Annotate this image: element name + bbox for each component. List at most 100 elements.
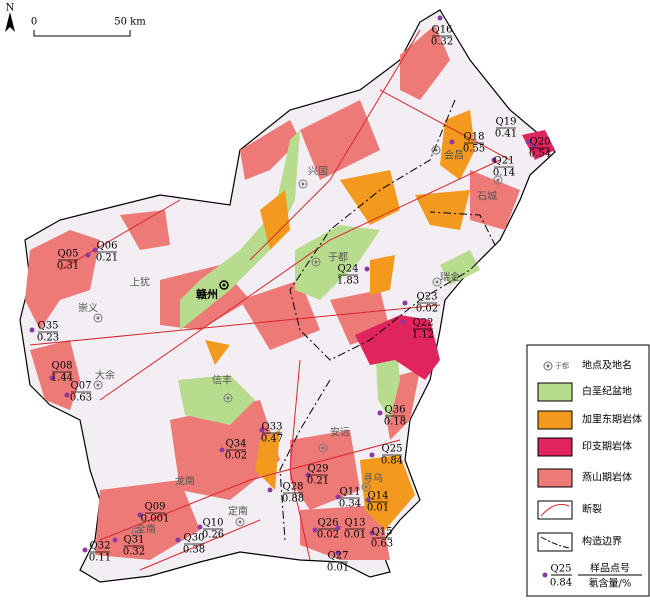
sample-id: Q35 [38,321,59,332]
sample-point [82,547,88,553]
sample-id: Q26 [318,518,339,529]
place-marker [314,260,318,264]
place-name: 于都 [328,252,348,264]
granite [255,430,280,490]
place-name: 会昌 [444,149,464,162]
fault [289,359,311,561]
sample-value: 0.18 [384,417,406,428]
sample-id: Q23 [417,292,438,303]
sample-point [219,447,225,453]
sample-value: 1.12 [412,330,434,341]
city-marker [219,280,229,290]
sample-point [175,537,181,543]
indosinian-bodies [355,130,555,380]
sample-value: 0.02 [225,451,247,462]
sample-value: 0.88 [282,494,304,505]
sample-id: Q30 [184,533,205,544]
sample-value: 0.01 [367,503,389,514]
place-name: 寻乌 [363,472,383,485]
cretaceous-basins [178,130,480,425]
sample-id: Q34 [226,439,247,450]
sample-id: Q22 [413,318,434,329]
sample-point [335,550,341,556]
legend-label: 燕山期岩体 [582,471,632,484]
sample-id: Q28 [283,482,304,493]
sample-value: 0.32 [123,547,145,558]
legend-swatch [537,410,573,430]
sample-point [137,512,143,518]
place-marker [131,527,141,537]
sample-point [369,530,375,536]
place-marker [432,277,442,287]
place-marker [93,380,103,390]
legend-sample-value: 0.84 [550,578,572,589]
place-marker [361,482,371,492]
sample-id: Q31 [124,535,145,546]
sample-point [29,327,35,333]
sample-point [369,452,375,458]
place-marker [235,517,245,527]
sample-point [259,427,265,433]
sample-value: 1.44 [51,373,73,384]
fault [139,519,261,571]
sample-value: 0.32 [431,37,453,48]
sample-value: 0.02 [416,304,438,315]
structural-boundary [289,99,496,361]
place-marker [431,145,441,155]
sample-value: 0.001 [141,514,170,525]
sample-id: Q24 [338,264,359,275]
sample-point [197,524,203,530]
legend-label: 加里东期岩体 [582,413,642,426]
place-marker [238,520,242,524]
place-marker [298,179,308,189]
legend-label: 氡含量/% [589,577,632,590]
city-marker [222,283,226,287]
legend-boundary [540,536,570,549]
sample-value: 0.41 [495,129,517,140]
legend-label: 地点及地名 [582,359,632,372]
legend-sample-dot [542,572,548,578]
legend-label: 构造边界 [582,535,622,548]
place-marker [435,280,439,284]
sample-id: Q21 [494,156,515,167]
place-marker [226,396,230,400]
place-name: 崇义 [78,303,98,315]
place-marker [496,178,500,182]
granite [470,170,520,230]
place-marker [311,257,321,267]
place-name: 信丰 [212,374,232,387]
sample-point [400,319,406,325]
place-name: 大余 [95,369,115,382]
sample-point [92,247,98,253]
granite [355,315,440,380]
sample-point [312,527,318,533]
faults [29,29,511,571]
basin [295,225,380,300]
granite [25,230,100,330]
place-marker [134,530,138,534]
place-name: 赣州 [196,287,218,301]
legend-label: 印支期岩体 [582,440,632,453]
fault [379,89,511,161]
legend-swatch [537,382,573,402]
sample-point [491,157,497,163]
sample-id: Q15 [372,527,393,538]
sample-value: 0.63 [70,393,92,404]
sample-value: 0.26 [202,530,224,541]
legend-label: 断裂 [582,503,602,516]
sample-id: Q06 [97,241,118,252]
sample-point [437,15,443,21]
sample-value: 0.02 [317,530,339,541]
sample-point [377,410,383,416]
sample-id: Q29 [308,464,329,475]
fault [99,159,501,401]
sample-id: Q11 [340,487,361,498]
granite [95,480,200,560]
sample-point [402,300,408,306]
sample-point [64,392,70,398]
fault [249,29,421,261]
legend-place-icon-label: 于都 [555,362,569,370]
legend-swatch [537,532,573,552]
place-name: 瑞金 [440,271,460,284]
